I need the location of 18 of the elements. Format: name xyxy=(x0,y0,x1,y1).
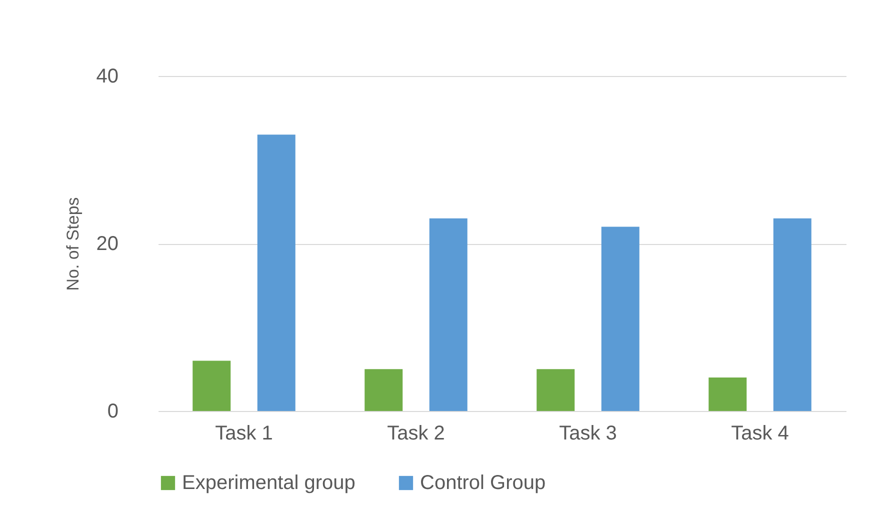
bar xyxy=(429,218,468,411)
x-tick-label: Task 3 xyxy=(559,422,617,444)
y-tick-label: 20 xyxy=(96,233,118,255)
bar xyxy=(364,369,403,411)
legend-label: Experimental group xyxy=(182,472,356,494)
y-axis-title: No. of Steps xyxy=(63,197,82,291)
bar xyxy=(601,226,640,411)
bar xyxy=(708,378,747,411)
x-tick-label: Task 2 xyxy=(387,422,445,444)
y-tick-label: 0 xyxy=(107,400,118,422)
x-tick-label: Task 4 xyxy=(731,422,789,444)
bar xyxy=(536,369,575,411)
bar xyxy=(192,360,231,411)
bar xyxy=(773,218,812,411)
y-tick-label: 40 xyxy=(96,66,118,88)
legend-label: Control Group xyxy=(420,472,546,494)
x-tick-label: Task 1 xyxy=(215,422,273,444)
bar xyxy=(257,134,296,411)
